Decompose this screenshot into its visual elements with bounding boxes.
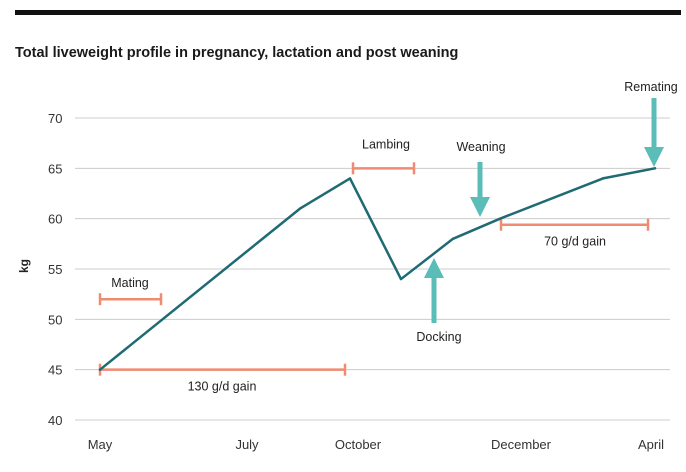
x-tick-label-july: July xyxy=(235,437,259,452)
range-label-lambing: Lambing xyxy=(362,137,410,151)
y-axis-label: kg xyxy=(17,259,31,273)
series-point-4 xyxy=(451,237,455,240)
series-point-2 xyxy=(348,177,352,180)
series-point-3 xyxy=(399,277,403,281)
y-tick-label-50: 50 xyxy=(48,312,62,327)
docking-label: Docking xyxy=(416,330,461,344)
range-group: Mating 130 g/d gain Lambing 70 g/d gain xyxy=(98,137,650,394)
series-point-0 xyxy=(98,368,102,371)
series-point-1 xyxy=(298,207,302,210)
range-label-130-g-d-gain: 130 g/d gain xyxy=(188,380,257,394)
series-point-7 xyxy=(653,167,657,170)
y-tick-label-60: 60 xyxy=(48,212,62,227)
event-group: Weaning Docking Remating xyxy=(416,80,677,344)
y-tick-label-40: 40 xyxy=(48,413,62,428)
grid-group: 40 45 50 55 60 65 70 May July October December Apri… xyxy=(17,111,670,452)
series-point-6 xyxy=(601,177,605,180)
remating-label: Remating xyxy=(624,80,678,94)
y-tick-label-45: 45 xyxy=(48,363,62,378)
x-tick-label-may: May xyxy=(88,437,113,452)
range-label-mating: Mating xyxy=(111,276,149,290)
x-tick-label-december: December xyxy=(491,437,552,452)
series-point-5 xyxy=(498,217,502,220)
y-tick-label-70: 70 xyxy=(48,111,62,126)
weaning-label: Weaning xyxy=(456,140,505,154)
y-tick-label-55: 55 xyxy=(48,262,62,277)
range-label-70-g-d-gain: 70 g/d gain xyxy=(544,235,606,249)
x-tick-label-april: April xyxy=(638,437,664,452)
chart-title: Total liveweight profile in pregnancy, l… xyxy=(15,45,459,61)
y-tick-label-65: 65 xyxy=(48,161,62,176)
top-rule xyxy=(15,10,681,15)
x-tick-label-october: October xyxy=(335,437,382,452)
